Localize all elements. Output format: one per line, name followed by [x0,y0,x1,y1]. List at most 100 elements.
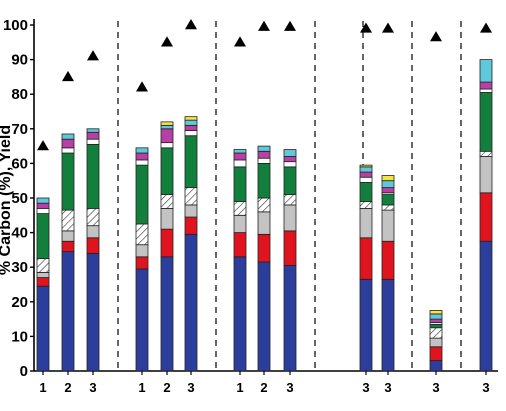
bar-segment [36,277,50,287]
bar-segment [184,124,198,131]
bar-segment [233,166,247,202]
bar-segment [86,143,100,209]
y-tick-label: 60 [11,155,28,172]
bar-segment [86,237,100,254]
bar-segment [36,271,50,278]
bar-segment [61,209,75,232]
bar-segment [184,216,198,235]
bar-segment [160,194,174,209]
bar-segment [135,164,149,225]
bar-segment [429,310,443,315]
bar-segment [359,171,373,178]
y-axis-label: % Carbon (%), Yield [0,125,14,275]
bar-segment [135,223,149,246]
bar-segment [257,150,271,159]
bar-segment [184,119,198,126]
bar-segment [283,230,297,266]
bar-segment [61,152,75,211]
bar-segment [283,265,297,372]
bar-segment [135,244,149,258]
bar-segment [381,209,395,242]
bar-segment [86,225,100,239]
x-tick-label: 3 [482,380,489,395]
bar-segment [359,237,373,280]
bar-segment [233,149,247,154]
bar-segment [381,180,395,189]
bar-segment [429,318,443,323]
bar-segment [257,197,271,213]
bar-segment [160,142,174,149]
bar-segment [184,130,198,137]
bar-segment [479,156,493,194]
x-tick-label: 1 [236,380,243,395]
bar-segment [233,256,247,372]
y-tick-label: 30 [11,259,28,276]
bar-segment [479,192,493,242]
bar-segment [257,145,271,152]
bar-segment [184,233,198,372]
bar-segment [429,313,443,320]
bar-segment [135,147,149,154]
bar-segment [36,285,50,372]
x-tick-label: 3 [286,380,293,395]
bar-segment [233,232,247,258]
bar-segment [233,159,247,168]
bar-segment [479,240,493,372]
bar-segment [381,187,395,194]
bar-segment [184,135,198,189]
bar-segment [283,166,297,195]
bar-segment [257,261,271,372]
bar-segment [36,207,50,214]
bar-segment [61,230,75,242]
bar-segment [160,207,174,230]
bar-segment [429,346,443,362]
y-tick-label: 50 [11,190,28,207]
triangle-marker [136,81,148,92]
bar-segment [135,268,149,372]
bar-segment [283,194,297,206]
bar-segment [479,150,493,157]
bar-segment [429,323,443,329]
x-tick-label: 1 [39,380,46,395]
bar-segment [135,159,149,166]
triangle-marker [37,140,49,151]
bar-segment [135,152,149,161]
bar-segment [479,59,493,83]
x-tick-label: 1 [138,380,145,395]
y-tick-label: 10 [11,328,28,345]
bar-segment [359,166,373,173]
bar-segment [479,81,493,90]
bar-segment [479,88,493,93]
x-tick-label: 3 [89,380,96,395]
bar-segment [381,240,395,280]
y-tick-label: 80 [11,86,28,103]
bar-segment [233,214,247,234]
bar-segment [160,121,174,126]
bar-segment [36,202,50,209]
bar-segment [36,213,50,259]
bar-segment [61,147,75,154]
bar-segment [86,252,100,372]
bar-segment [257,211,271,235]
bar-segment [429,360,443,372]
y-tick-label: 90 [11,52,28,69]
bar-segment [257,233,271,263]
bar-segment [86,138,100,145]
bar-segment [359,207,373,239]
x-tick-label: 3 [187,380,194,395]
y-tick-label: 40 [11,225,28,242]
x-tick-label: 2 [260,380,267,395]
bar-segment [283,204,297,232]
bar-segment [429,337,443,348]
bar-segment [86,207,100,227]
triangle-marker [161,36,173,47]
x-tick-label: 3 [384,380,391,395]
triangle-marker [185,19,197,30]
triangle-marker [360,22,372,33]
x-tick-label: 2 [64,380,71,395]
triangle-marker [234,36,246,47]
bar-segment [257,162,271,199]
y-tick-label: 100 [3,17,28,34]
bar-segment [257,157,271,164]
